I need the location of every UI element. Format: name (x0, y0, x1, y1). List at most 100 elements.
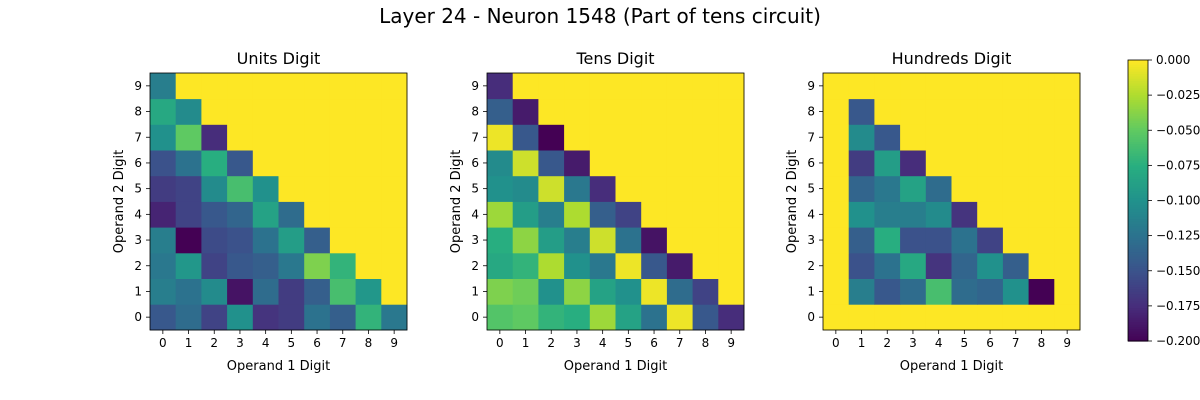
x-tick-label: 6 (650, 336, 658, 350)
heatmap-cell (874, 175, 901, 202)
y-tick-label: 7 (134, 130, 142, 144)
heatmap-cell (175, 73, 202, 100)
x-tick-label: 9 (727, 336, 735, 350)
heatmap-cell (355, 201, 382, 228)
heatmap-cell (615, 227, 642, 254)
heatmap-cell (201, 98, 228, 125)
heatmap-cell (227, 252, 254, 279)
colorbar-segment (1128, 266, 1148, 270)
y-tick-label: 3 (807, 233, 815, 247)
heatmap-cell (823, 98, 850, 125)
colorbar-segment (1128, 116, 1148, 120)
colorbar-segment (1128, 207, 1148, 211)
heatmap-cell (512, 150, 539, 177)
colorbar-segment (1128, 71, 1148, 75)
heatmap-cell (1028, 304, 1055, 331)
heatmap-cell (355, 252, 382, 279)
heatmap-cell (278, 252, 305, 279)
heatmap-cell (692, 175, 719, 202)
colorbar-segment (1128, 69, 1148, 73)
y-tick-label: 9 (471, 79, 479, 93)
colorbar-segment (1128, 172, 1148, 176)
heatmap-cell (538, 227, 565, 254)
heatmap-cell (951, 201, 978, 228)
heatmap-cell (201, 304, 228, 331)
colorbar-segment (1128, 188, 1148, 192)
heatmap-cell (355, 150, 382, 177)
heatmap-cell (615, 304, 642, 331)
colorbar-segment (1128, 60, 1148, 63)
heatmap-cell (175, 98, 202, 125)
heatmap-cell (925, 150, 952, 177)
heatmap-cell (718, 175, 745, 202)
heatmap-cell (201, 175, 228, 202)
heatmap-cell (641, 175, 668, 202)
x-tick-label: 5 (625, 336, 633, 350)
heatmap-cell (1028, 98, 1055, 125)
heatmap-cell (848, 98, 875, 125)
heatmap-cell (175, 304, 202, 331)
heatmap-cell (1028, 73, 1055, 100)
heatmap-cell (925, 227, 952, 254)
heatmap-cell (718, 98, 745, 125)
colorbar-segment (1128, 205, 1148, 209)
heatmap-cell (641, 73, 668, 100)
heatmap-cell (252, 304, 279, 331)
colorbar-segment (1128, 195, 1148, 199)
colorbar-segment (1128, 310, 1148, 314)
heatmap-cell (951, 227, 978, 254)
colorbar-tick-label: −0.075 (1156, 158, 1200, 172)
heatmap-cell (201, 227, 228, 254)
heatmap-cell (150, 124, 177, 151)
heatmap-cell (304, 124, 331, 151)
colorbar-segment (1128, 95, 1148, 99)
y-tick-label: 3 (134, 233, 142, 247)
heatmap-cell (1002, 98, 1029, 125)
heatmap-cell (381, 304, 408, 331)
heatmap-cell (487, 252, 514, 279)
colorbar-segment (1128, 326, 1148, 330)
heatmap-cell (278, 150, 305, 177)
heatmap-cell (1054, 252, 1081, 279)
colorbar-segment (1128, 312, 1148, 316)
colorbar-segment (1128, 338, 1148, 342)
heatmap-cell (925, 252, 952, 279)
heatmap-cell (252, 227, 279, 254)
x-tick-label: 3 (909, 336, 917, 350)
heatmap-cell (641, 124, 668, 151)
heatmap-cell (718, 73, 745, 100)
heatmap-cell (381, 150, 408, 177)
colorbar-segment (1128, 146, 1148, 150)
figure-title: Layer 24 - Neuron 1548 (Part of tens cir… (379, 4, 821, 28)
heatmap-cell (355, 98, 382, 125)
heatmap-cell (175, 201, 202, 228)
heatmap-cell (951, 124, 978, 151)
heatmap-cell (925, 201, 952, 228)
heatmap-cell (227, 227, 254, 254)
colorbar-segment (1128, 111, 1148, 115)
colorbar-segment (1128, 287, 1148, 291)
colorbar-segment (1128, 153, 1148, 157)
heatmap-cell (977, 201, 1004, 228)
heatmap-cell (589, 252, 616, 279)
colorbar-segment (1128, 74, 1148, 77)
heatmap-cell (564, 150, 591, 177)
heatmap-cell (848, 175, 875, 202)
heatmap-cell (874, 124, 901, 151)
heatmap-cell (666, 175, 693, 202)
heatmap-cell (951, 98, 978, 125)
x-tick-label: 8 (702, 336, 710, 350)
heatmap-cell (848, 227, 875, 254)
heatmap-cell (977, 175, 1004, 202)
colorbar-segment (1128, 186, 1148, 190)
heatmap-cell (564, 98, 591, 125)
colorbar-segment (1128, 275, 1148, 279)
heatmap-cell (900, 304, 927, 331)
y-tick-label: 4 (807, 207, 815, 221)
heatmap-cell (355, 73, 382, 100)
colorbar-segment (1128, 284, 1148, 288)
colorbar-segment (1128, 148, 1148, 152)
heatmap-cell (487, 175, 514, 202)
colorbar-segment (1128, 118, 1148, 122)
x-tick-label: 1 (522, 336, 530, 350)
